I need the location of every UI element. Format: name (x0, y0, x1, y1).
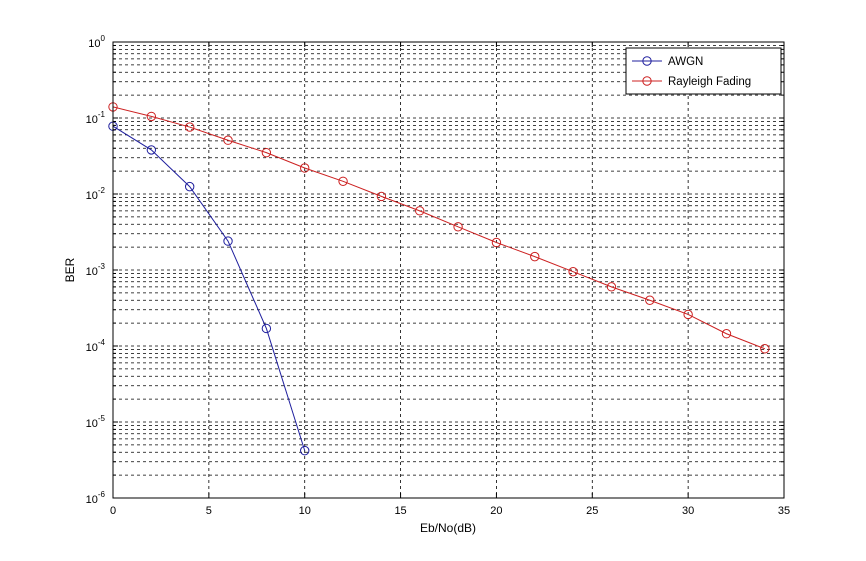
x-tick-label: 25 (586, 505, 598, 517)
y-tick-base: 10 (86, 418, 98, 430)
tick-layer: 0 5 10 15 20 25 30 3510-610-510-410-310-210-110… (86, 34, 791, 517)
y-tick-exponent: -3 (98, 262, 106, 271)
series-point (530, 251, 540, 262)
series-layer (108, 102, 770, 456)
series-point (300, 445, 310, 456)
legend-label: Rayleigh Fading (668, 76, 751, 88)
series-point (338, 176, 348, 186)
series-point (184, 122, 195, 132)
x-tick-label: 0 (110, 505, 116, 517)
series-point (223, 135, 233, 145)
y-tick-exponent: 0 (101, 34, 106, 43)
y-tick-label: 100 (88, 34, 105, 50)
y-tick-label: 10-6 (86, 490, 106, 506)
series-point (223, 236, 233, 246)
series-line-1 (112, 106, 766, 350)
y-tick-exponent: -1 (98, 110, 106, 119)
y-tick-label: 10-2 (86, 186, 106, 202)
series-point (645, 295, 655, 305)
series-point (184, 181, 195, 192)
series-point (146, 111, 157, 122)
series-point (683, 309, 693, 320)
y-tick-label: 10-4 (86, 338, 106, 354)
x-tick-label: 10 (299, 505, 311, 517)
series-point (568, 266, 578, 277)
series-line-0 (112, 125, 306, 451)
x-axis-label: Eb/No(dB) (420, 521, 476, 535)
legend-box (625, 47, 782, 95)
series-point (261, 147, 272, 158)
series-point (261, 323, 272, 334)
series-point (415, 206, 425, 216)
legend-marker (642, 76, 652, 86)
y-tick-base: 10 (88, 38, 100, 50)
x-tick-label: 5 (206, 505, 212, 517)
y-tick-base: 10 (86, 342, 98, 354)
legend-marker (642, 56, 652, 66)
y-tick-label: 10-1 (86, 110, 106, 126)
y-tick-exponent: -5 (98, 414, 106, 423)
y-tick-exponent: -2 (98, 186, 106, 195)
series-point (300, 163, 310, 173)
y-tick-base: 10 (86, 266, 98, 278)
series-point (721, 329, 732, 339)
x-tick-label: 20 (490, 505, 502, 517)
legend-label: AWGN (668, 56, 703, 68)
series-point (606, 282, 617, 292)
y-tick-exponent: -6 (98, 490, 106, 499)
x-tick-label: 15 (394, 505, 406, 517)
y-tick-base: 10 (86, 190, 98, 202)
x-tick-label: 30 (682, 505, 694, 517)
y-tick-exponent: -4 (98, 338, 106, 347)
series-point (760, 344, 770, 354)
y-tick-label: 10-5 (86, 414, 106, 430)
x-tick-label: 35 (778, 505, 790, 517)
y-axis-label: BER (63, 257, 77, 282)
y-tick-base: 10 (86, 114, 98, 126)
y-tick-base: 10 (86, 494, 98, 506)
series-point (453, 222, 463, 232)
series-point (376, 191, 387, 202)
legend: AWGN Rayleigh Fading (625, 47, 782, 95)
y-tick-label: 10-3 (86, 262, 106, 278)
series-point (491, 237, 502, 248)
series-point (146, 145, 157, 155)
